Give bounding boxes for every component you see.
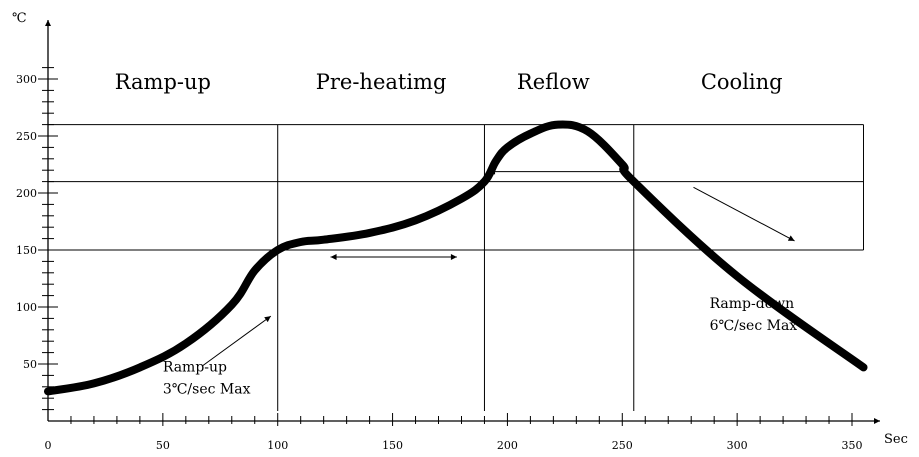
ramp-up-note-line-2: 3℃/sec Max [163, 382, 251, 398]
y-tick-label-200: 200 [16, 187, 37, 200]
x-tick-label-350: 350 [842, 439, 863, 452]
annotation-arrows [201, 168, 795, 367]
ramp-up-note-line-1: Ramp-up [163, 360, 227, 376]
y-tick-label-100: 100 [16, 301, 37, 314]
slope-arrow-1 [693, 186, 795, 242]
x-tick-label-150: 150 [382, 439, 403, 452]
x-tick-label-250: 250 [612, 439, 633, 452]
slope-arrow-0 [201, 315, 272, 367]
x-tick-label-50: 50 [156, 439, 170, 452]
x-tick-label-0: 0 [45, 439, 52, 452]
y-tick-label-300: 300 [16, 73, 37, 86]
axes [45, 20, 880, 424]
x-tick-label-100: 100 [267, 439, 288, 452]
ramp-down-note-line-2: 6℃/sec Max [710, 318, 798, 334]
zone-label-cooling: Cooling [701, 70, 783, 94]
reference-lines [48, 124, 864, 411]
y-tick-label-250: 250 [16, 130, 37, 143]
x-axis-unit: Sec [884, 432, 908, 447]
y-axis-unit: ℃ [12, 11, 27, 26]
tick-marks [38, 67, 853, 426]
temperature-curve [44, 120, 868, 396]
annotations: Ramp-up 3℃/sec Max Ramp-down 6℃/sec Max [163, 296, 797, 398]
x-tick-label-200: 200 [497, 439, 518, 452]
ramp-down-note-line-1: Ramp-down [710, 296, 795, 312]
y-tick-label-150: 150 [16, 244, 37, 257]
tick-labels: 0 50 100 150 200 250 300 350 50 100 150 200 250 300 [16, 73, 863, 452]
zone-label-ramp-up: Ramp-up [115, 70, 211, 94]
y-tick-label-50: 50 [23, 358, 37, 371]
zone-labels: Ramp-up Pre-heatimg Reflow Cooling [115, 70, 783, 94]
zone-label-reflow: Reflow [517, 70, 590, 94]
x-tick-label-300: 300 [727, 439, 748, 452]
zone-label-pre-heating: Pre-heatimg [316, 70, 447, 94]
